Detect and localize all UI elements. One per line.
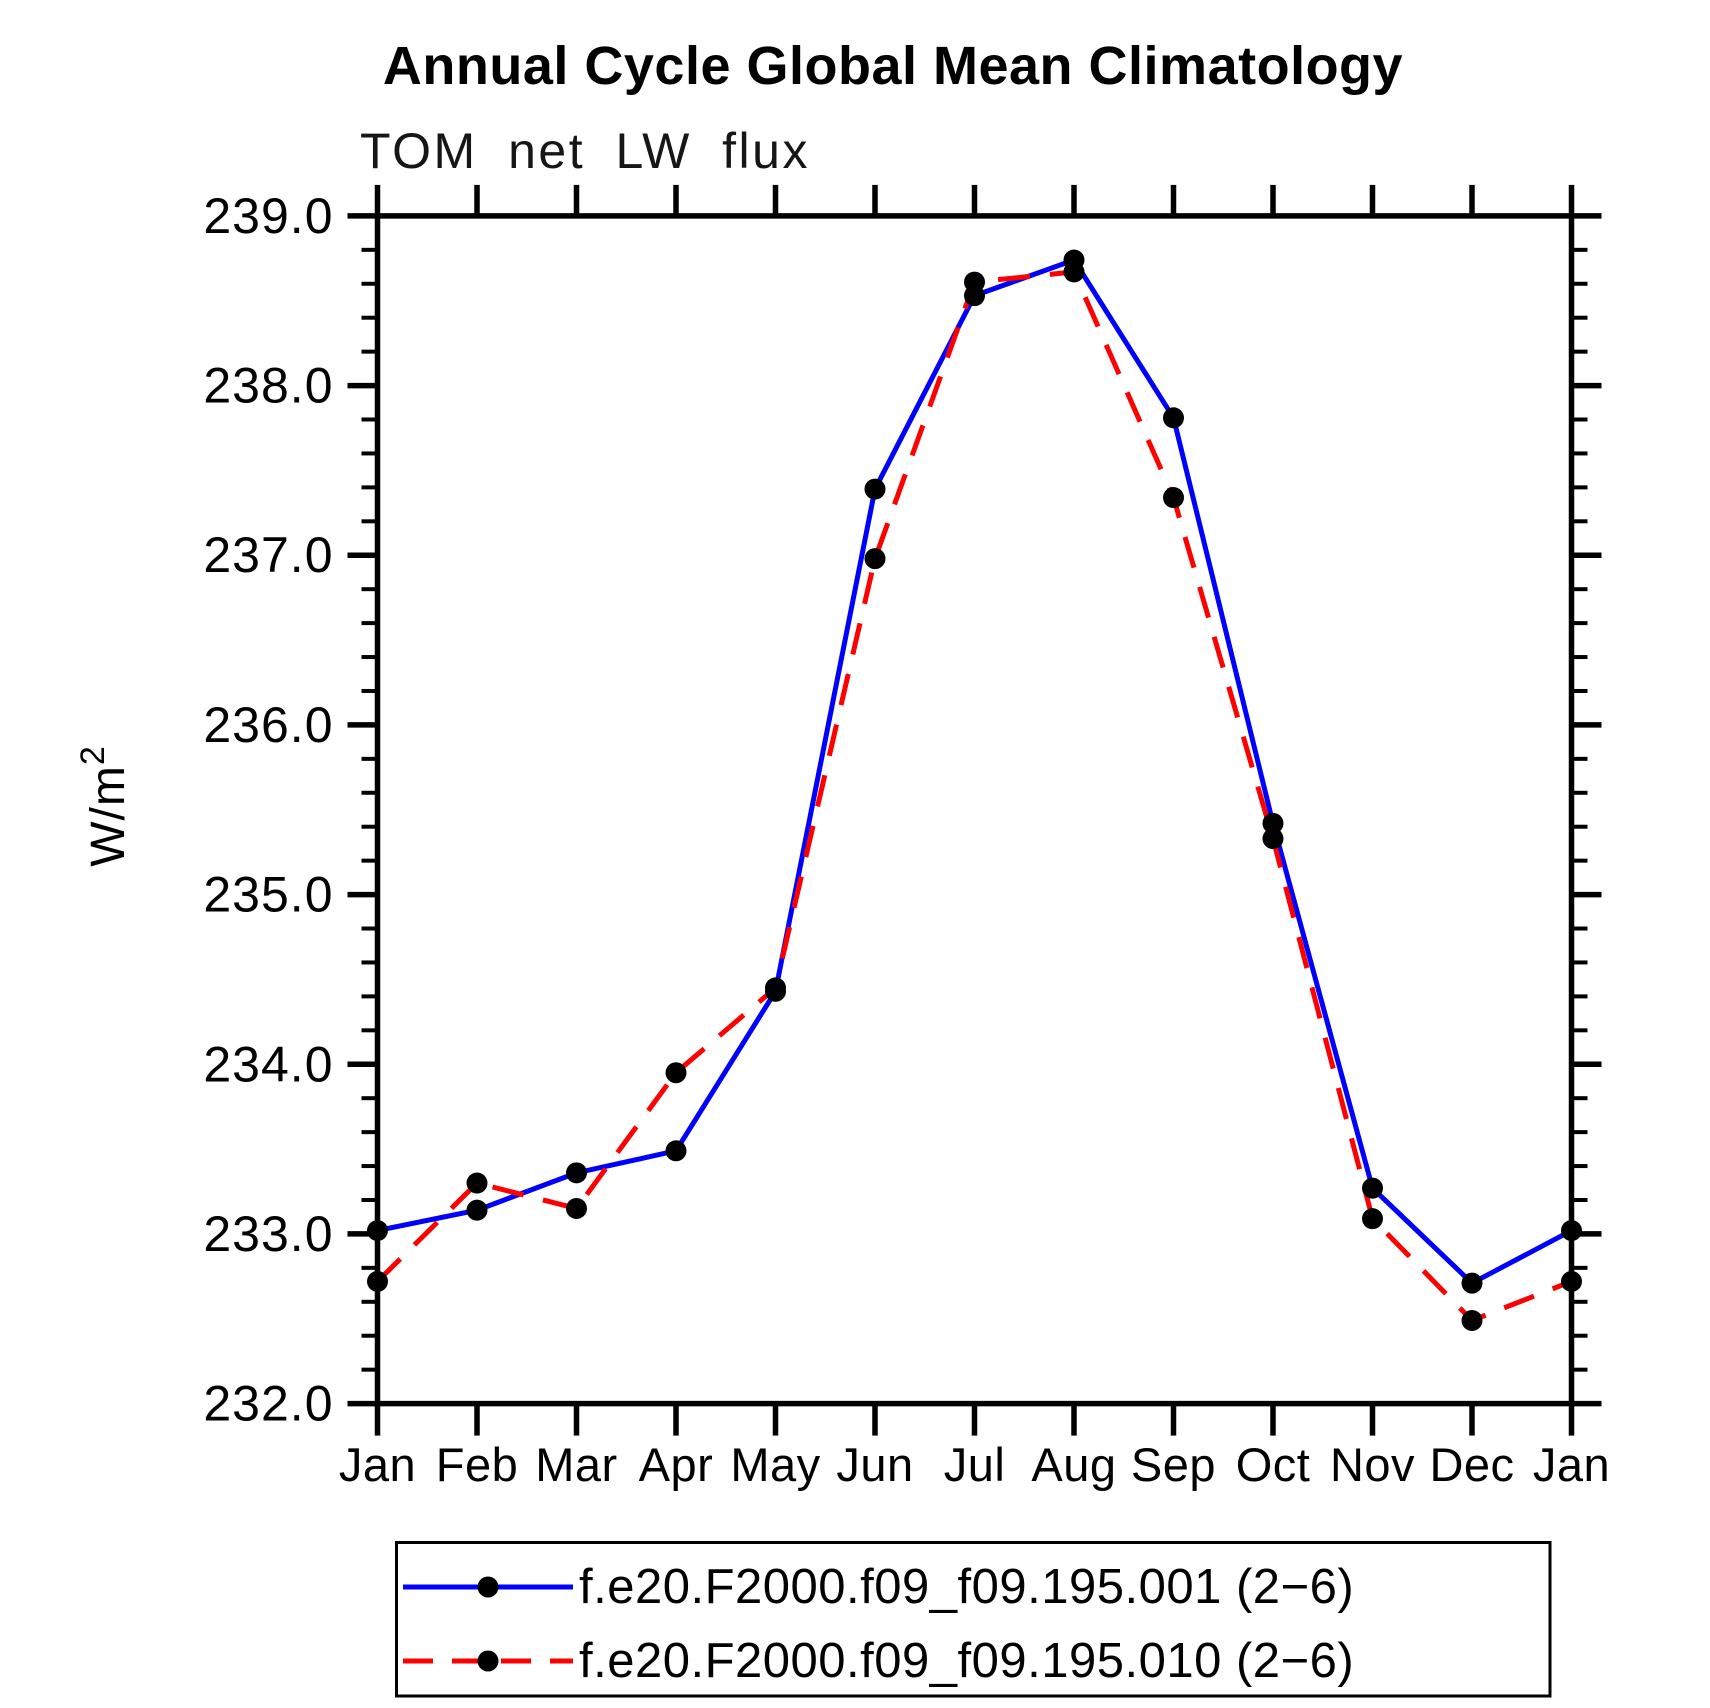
- data-point-marker: [1561, 1270, 1582, 1292]
- data-point-marker: [1262, 828, 1284, 850]
- data-point-marker: [466, 1172, 488, 1194]
- plot-frame-group: [374, 213, 1575, 1407]
- chart-subtitle: TOM net LW flux: [360, 123, 810, 179]
- plot-frame: [374, 213, 1575, 1407]
- series-line-0: [376, 256, 1573, 1287]
- data-point-marker: [1362, 1177, 1383, 1199]
- data-point-marker: [1362, 1208, 1383, 1230]
- x-tick-label: Mar: [535, 1438, 617, 1491]
- y-axis-label: W/m2: [74, 745, 135, 867]
- legend-label-1: f.e20.F2000.f09_f09.195.010 (2−6): [579, 1634, 1354, 1688]
- data-point-marker: [566, 1162, 587, 1184]
- axis-ticks-group: [347, 184, 1602, 1436]
- y-tick-label: 237.0: [203, 527, 333, 583]
- data-point-marker: [566, 1197, 587, 1219]
- x-tick-label: Jan: [1533, 1438, 1610, 1491]
- data-point-marker: [466, 1199, 488, 1221]
- series-group: [367, 249, 1582, 1331]
- legend-group: f.e20.F2000.f09_f09.195.001 (2−6) f.e20.F…: [395, 1541, 1552, 1698]
- x-tick-label: Jun: [836, 1438, 913, 1491]
- data-point-marker: [665, 1140, 687, 1162]
- data-point-marker: [765, 977, 786, 999]
- y-tick-label: 239.0: [203, 188, 333, 244]
- data-point-marker: [864, 548, 886, 570]
- data-point-marker: [1561, 1220, 1582, 1242]
- data-point-marker: [1063, 261, 1085, 283]
- data-point-marker: [1461, 1309, 1483, 1331]
- y-tick-label: 232.0: [203, 1376, 333, 1432]
- y-tick-label: 235.0: [203, 867, 333, 923]
- x-tick-label: May: [730, 1438, 820, 1491]
- axis-labels-group: 232.0 233.0 234.0 235.0 236.0 237.0 238.0 239.0…: [203, 188, 1610, 1491]
- data-point-marker: [964, 271, 985, 293]
- x-tick-label: Oct: [1236, 1438, 1311, 1491]
- x-tick-label: Feb: [436, 1438, 519, 1491]
- chart-title: Annual Cycle Global Mean Climatology: [383, 36, 1403, 96]
- data-point-marker: [367, 1220, 388, 1242]
- y-tick-label: 233.0: [203, 1206, 333, 1262]
- legend-box: [395, 1541, 1552, 1698]
- series-line-1: [375, 269, 1573, 1324]
- x-tick-label: Apr: [639, 1438, 714, 1491]
- legend-label-0: f.e20.F2000.f09_f09.195.001 (2−6): [579, 1560, 1354, 1614]
- data-point-marker: [1163, 407, 1184, 429]
- data-point-marker: [1461, 1272, 1483, 1294]
- y-tick-label: 238.0: [203, 358, 333, 414]
- x-tick-label: Nov: [1330, 1438, 1415, 1491]
- x-tick-label: Jul: [944, 1438, 1006, 1491]
- y-tick-label: 236.0: [203, 697, 333, 753]
- data-point-marker: [367, 1270, 388, 1292]
- data-point-marker: [1163, 487, 1184, 509]
- x-tick-label: Sep: [1131, 1438, 1216, 1491]
- y-axis-label-superscript: 2: [74, 745, 112, 765]
- data-point-marker: [1262, 812, 1284, 834]
- legend-marker: [477, 1650, 499, 1672]
- x-tick-label: Jan: [339, 1438, 416, 1491]
- x-tick-label: Aug: [1031, 1438, 1116, 1491]
- data-point-marker: [864, 478, 886, 500]
- legend-marker: [477, 1576, 499, 1598]
- x-tick-label: Dec: [1429, 1438, 1514, 1491]
- y-axis-label-base: W/m: [82, 765, 135, 867]
- data-point-marker: [665, 1062, 687, 1084]
- y-tick-label: 234.0: [203, 1036, 333, 1092]
